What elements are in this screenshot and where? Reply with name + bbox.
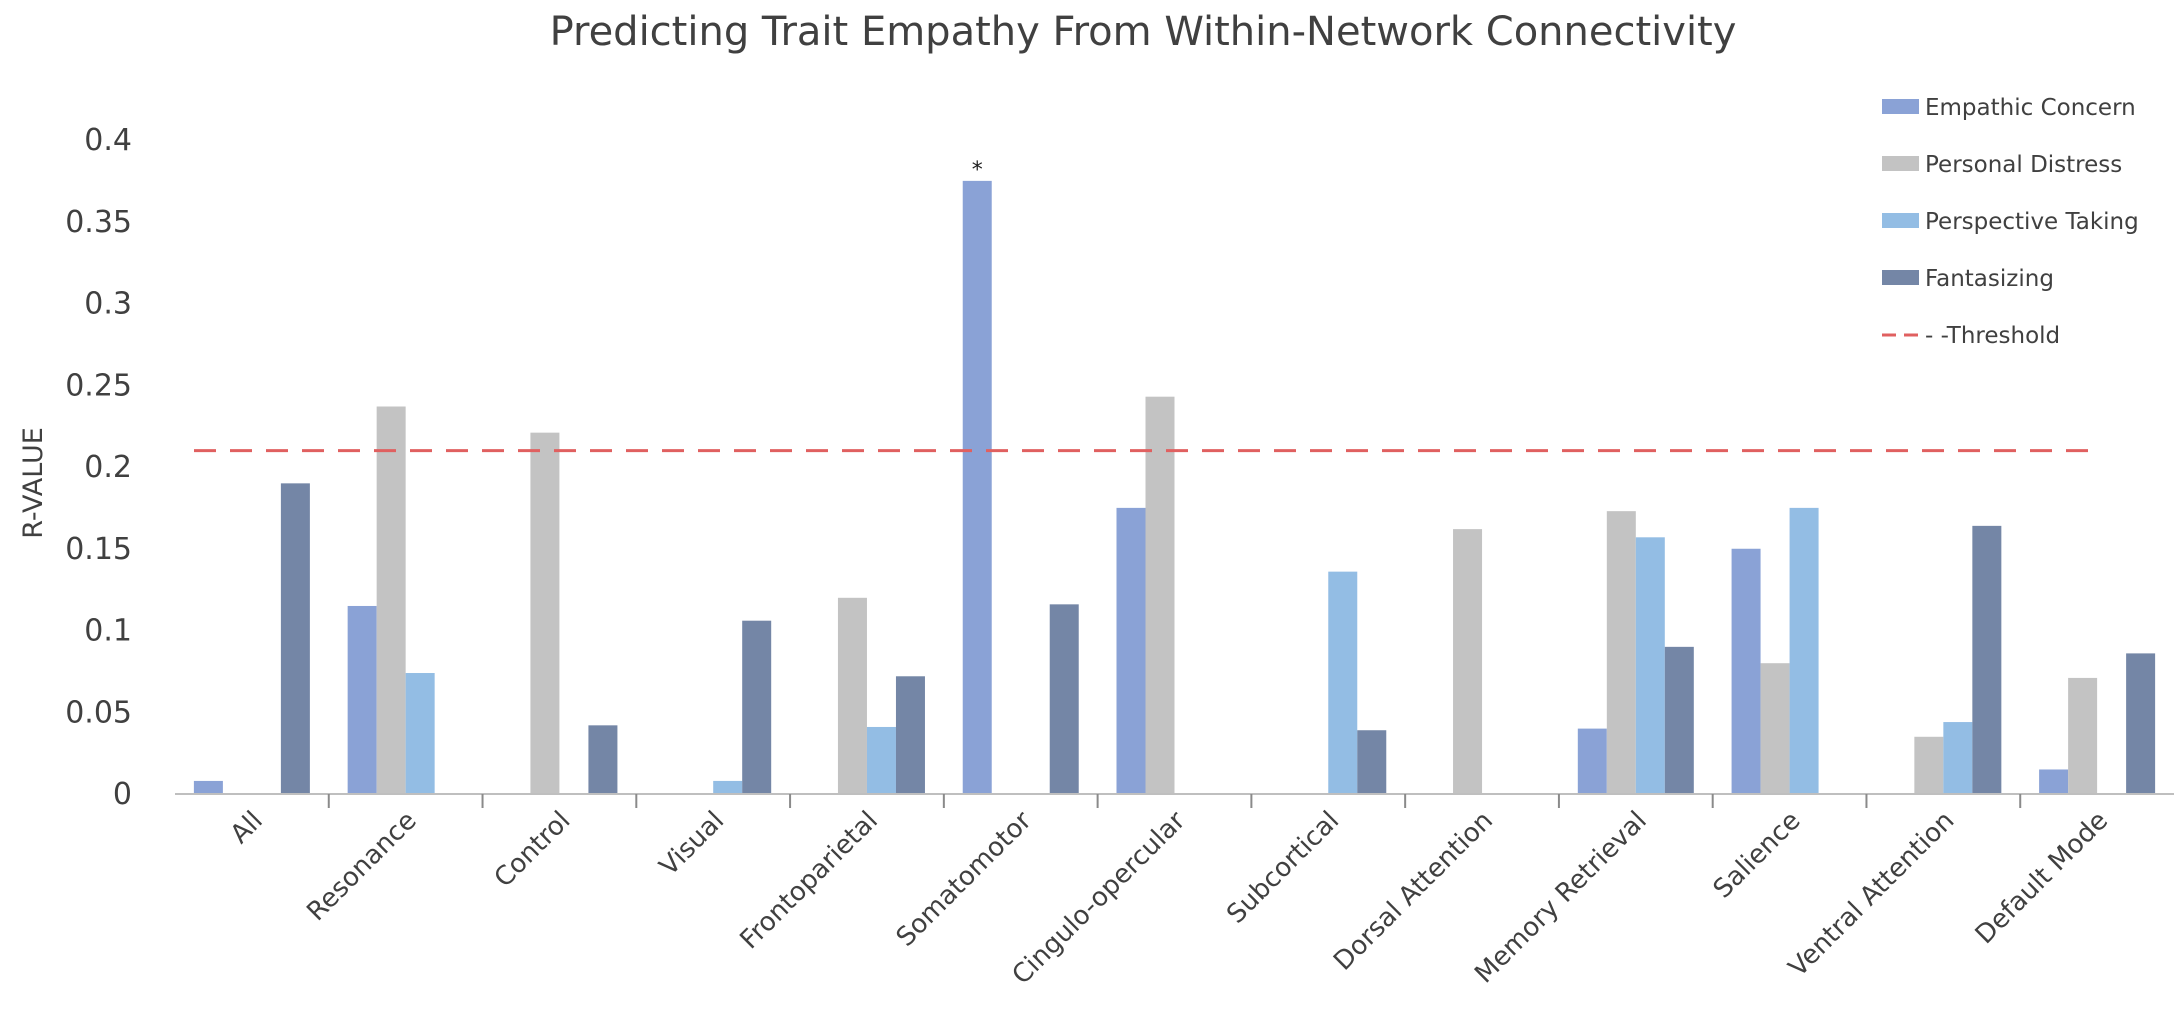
y-tick-label-0-05: 0.05 <box>65 695 132 730</box>
x-tick-label-somatomotor: Somatomotor <box>891 806 1038 953</box>
y-tick-label-0-15: 0.15 <box>65 532 132 567</box>
legend-label-empathic-concern: Empathic Concern <box>1925 95 2136 121</box>
bar-ventral-attention-perspective-taking <box>1943 722 1973 794</box>
bar-salience-personal-distress <box>1760 663 1790 794</box>
bar-memory-retrieval-perspective-taking <box>1635 537 1665 794</box>
x-tick-label-frontoparietal: Frontoparietal <box>734 806 883 955</box>
y-tick-label-0-2: 0.2 <box>84 450 132 485</box>
bar-salience-empathic-concern <box>1731 548 1761 794</box>
legend-label-threshold: - -Threshold <box>1925 323 2060 349</box>
bar-dorsal-attention-personal-distress <box>1453 529 1483 794</box>
x-tick-label-dorsal-attention: Dorsal Attention <box>1328 806 1499 977</box>
bar-somatomotor-fantasizing <box>1049 604 1079 794</box>
bar-default-mode-empathic-concern <box>2039 769 2069 794</box>
bar-subcortical-fantasizing <box>1357 730 1387 794</box>
x-tick-label-resonance: Resonance <box>301 806 422 927</box>
bar-cingulo-opercular-empathic-concern <box>1116 507 1146 794</box>
bar-all-empathic-concern <box>193 780 223 794</box>
bar-default-mode-personal-distress <box>2068 677 2098 794</box>
bar-memory-retrieval-empathic-concern <box>1577 728 1607 794</box>
bar-salience-perspective-taking <box>1789 507 1819 794</box>
chart-title: Predicting Trait Empathy From Within-Net… <box>550 9 1737 55</box>
bar-resonance-personal-distress <box>376 406 406 794</box>
y-tick-label-0: 0 <box>113 777 132 812</box>
y-tick-label-0-1: 0.1 <box>84 614 132 649</box>
bar-default-mode-fantasizing <box>2126 653 2156 794</box>
bar-somatomotor-empathic-concern <box>962 180 992 794</box>
bar-ventral-attention-fantasizing <box>1972 525 2002 794</box>
bar-frontoparietal-personal-distress <box>837 597 867 794</box>
y-tick-label-0-35: 0.35 <box>65 205 132 240</box>
legend-swatch-perspective-taking <box>1882 213 1919 228</box>
bar-visual-fantasizing <box>742 620 772 794</box>
bar-visual-perspective-taking <box>713 780 743 794</box>
bars <box>193 180 2156 794</box>
legend: Empathic Concern Personal Distress Perspec… <box>1882 95 2139 349</box>
x-tick-label-all: All <box>225 806 269 850</box>
legend-label-fantasizing: Fantasizing <box>1925 266 2054 292</box>
bar-memory-retrieval-fantasizing <box>1664 646 1694 794</box>
legend-swatch-personal-distress <box>1882 156 1919 171</box>
x-tick-label-default-mode: Default Mode <box>1970 806 2114 950</box>
x-tick-label-memory-retrieval: Memory Retrieval <box>1469 806 1653 990</box>
bar-resonance-empathic-concern <box>347 605 377 794</box>
legend-label-perspective-taking: Perspective Taking <box>1925 209 2139 235</box>
annotations: * <box>972 158 983 183</box>
legend-label-personal-distress: Personal Distress <box>1925 152 2122 178</box>
bar-ventral-attention-personal-distress <box>1914 736 1944 794</box>
y-tick-label-0-3: 0.3 <box>84 287 132 322</box>
x-tick-label-cingulo-opercular: Cingulo-opercular <box>1007 806 1192 991</box>
bar-control-fantasizing <box>588 725 618 794</box>
x-tick-label-ventral-attention: Ventral Attention <box>1783 806 1960 983</box>
x-axis-separators <box>327 794 2022 808</box>
significance-marker: * <box>972 158 983 183</box>
bar-memory-retrieval-personal-distress <box>1606 511 1636 794</box>
bar-resonance-perspective-taking <box>405 673 435 794</box>
bar-control-personal-distress <box>530 432 560 794</box>
bar-frontoparietal-fantasizing <box>895 676 925 794</box>
bar-subcortical-perspective-taking <box>1328 571 1358 794</box>
legend-swatch-fantasizing <box>1882 270 1919 285</box>
y-tick-label-0-25: 0.25 <box>65 368 132 403</box>
bar-all-fantasizing <box>280 483 310 794</box>
x-tick-label-salience: Salience <box>1708 806 1807 905</box>
x-tick-label-subcortical: Subcortical <box>1221 806 1345 930</box>
y-tick-label-0-4: 0.4 <box>84 123 132 158</box>
bar-cingulo-opercular-personal-distress <box>1145 396 1175 794</box>
bar-frontoparietal-perspective-taking <box>866 726 896 794</box>
legend-swatch-empathic-concern <box>1882 99 1919 114</box>
y-tick-labels: 0 0.05 0.1 0.15 0.2 0.25 0.3 0.35 0.4 <box>65 123 132 812</box>
x-tick-label-visual: Visual <box>654 806 730 882</box>
y-axis-label: R-VALUE <box>18 427 49 539</box>
x-tick-label-control: Control <box>489 806 577 894</box>
x-tick-labels: All Resonance Control Visual Frontoparietal S… <box>225 806 2114 991</box>
